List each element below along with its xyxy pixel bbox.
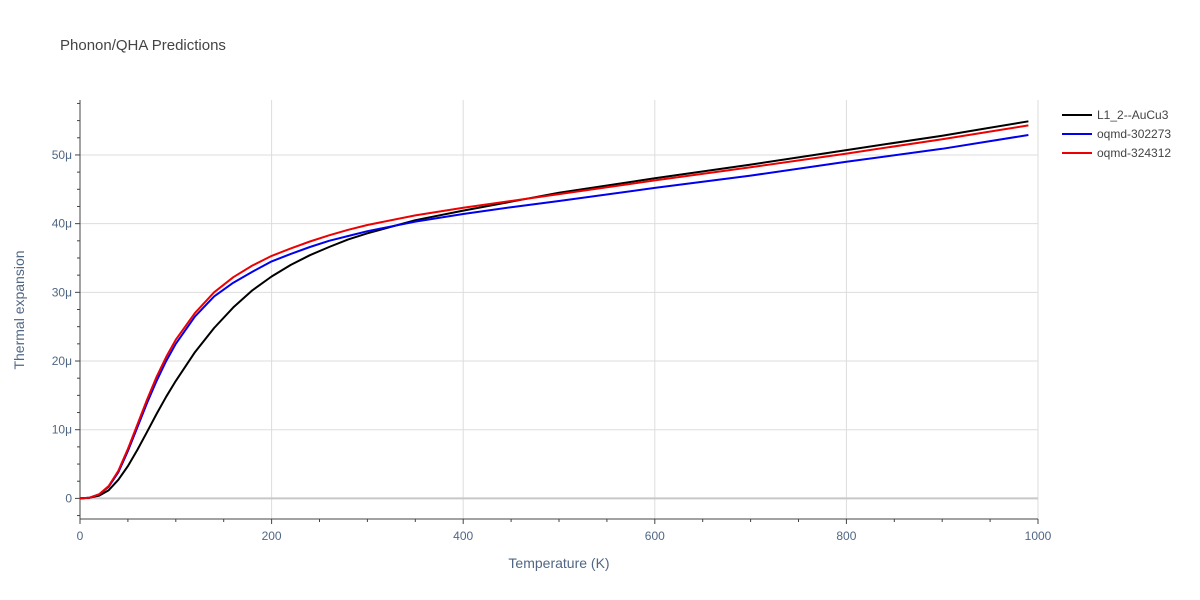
plot-lines [79, 120, 1029, 500]
y-axis-title: Thermal expansion [11, 250, 27, 369]
axes: 0 200 400 600 800 1000 0 10μ 20μ 30μ 40μ 50μ [52, 100, 1052, 543]
legend-item[interactable]: L1_2--AuCu3 [1062, 108, 1169, 122]
y-tick-label: 0 [65, 491, 72, 505]
legend[interactable]: L1_2--AuCu3 oqmd-302273 oqmd-324312 [1062, 108, 1171, 160]
legend-item[interactable]: oqmd-302273 [1062, 127, 1171, 141]
y-tick-label: 20μ [52, 354, 72, 368]
series-line-oqmd-324312 [79, 124, 1029, 500]
legend-label: L1_2--AuCu3 [1097, 108, 1169, 122]
grid [80, 100, 1039, 519]
y-tick-label: 10μ [52, 423, 72, 437]
x-tick-label: 1000 [1025, 529, 1052, 543]
x-tick-label: 600 [645, 529, 665, 543]
series-line-L1_2--AuCu3 [79, 120, 1029, 500]
legend-label: oqmd-324312 [1097, 146, 1171, 160]
legend-label: oqmd-302273 [1097, 127, 1171, 141]
x-axis-title: Temperature (K) [508, 555, 609, 571]
x-tick-label: 200 [262, 529, 282, 543]
x-tick-label: 0 [77, 529, 84, 543]
y-tick-label: 40μ [52, 217, 72, 231]
x-tick-label: 800 [836, 529, 856, 543]
legend-item[interactable]: oqmd-324312 [1062, 146, 1171, 160]
y-tick-label: 50μ [52, 148, 72, 162]
chart-title: Phonon/QHA Predictions [60, 37, 226, 54]
y-tick-label: 30μ [52, 285, 72, 299]
x-tick-label: 400 [453, 529, 473, 543]
series-line-oqmd-302273 [79, 134, 1029, 500]
